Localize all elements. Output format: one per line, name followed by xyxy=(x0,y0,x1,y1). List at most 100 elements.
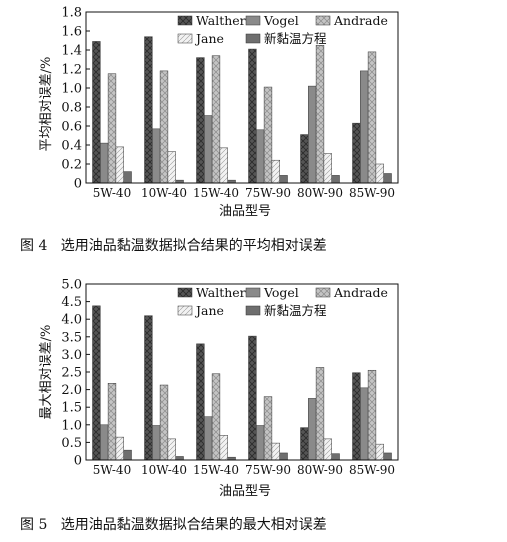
x-tick-label: 10W-40 xyxy=(141,463,187,477)
legend-label: Vogel xyxy=(263,13,299,28)
y-tick-label: 0.8 xyxy=(61,101,82,116)
legend-swatch xyxy=(245,33,261,44)
legend-label: Walther xyxy=(196,285,246,300)
bar-Andrade xyxy=(159,384,169,461)
legend-label: Jane xyxy=(194,31,224,46)
bar-Walther xyxy=(144,36,153,184)
y-axis-label: 最大相对误差/% xyxy=(39,325,54,420)
x-tick-label: 10W-40 xyxy=(141,186,187,200)
x-tick-label: 75W-90 xyxy=(245,186,291,200)
bar-Walther xyxy=(248,48,257,184)
bar-新黏温方程 xyxy=(123,449,132,461)
bar-Vogel xyxy=(360,387,369,461)
y-tick-label: 0.4 xyxy=(61,139,82,154)
legend-swatch xyxy=(177,15,193,26)
legend-swatch xyxy=(177,287,193,298)
y-tick-label: 5.0 xyxy=(61,278,82,293)
bar-Jane xyxy=(271,442,280,461)
x-axis-label: 油品型号 xyxy=(219,484,271,499)
bar-Jane xyxy=(167,151,176,184)
bar-新黏温方程 xyxy=(331,453,340,461)
legend: Walther Vogel Andrade Jane 新黏温方程 xyxy=(177,13,388,46)
bar-Jane xyxy=(219,147,228,184)
figure-caption: 图 5 选用油品黏温数据拟合结果的最大相对误差 xyxy=(20,517,327,533)
x-tick-label: 85W-90 xyxy=(349,186,395,200)
x-tick-label: 80W-90 xyxy=(297,186,343,200)
y-tick-label: 3.5 xyxy=(61,330,82,345)
bar-Walther xyxy=(300,134,309,184)
bar-Andrade xyxy=(211,55,221,184)
bar-Jane xyxy=(167,438,176,461)
bar-Andrade xyxy=(107,383,117,461)
x-tick-label: 15W-40 xyxy=(193,463,239,477)
bar-Walther xyxy=(352,372,361,461)
bar-新黏温方程 xyxy=(279,452,288,461)
x-tick-label: 75W-90 xyxy=(245,463,291,477)
bar-Jane xyxy=(271,159,280,184)
y-tick-label: 3.0 xyxy=(61,348,82,363)
maximum-error-chart: 0 0.5 1.0 1.5 2.0 2.5 3.0 3.5 4.0 4.5 5.0 5W-40 10W… xyxy=(20,278,399,533)
y-tick-label: 1.6 xyxy=(61,25,82,40)
y-ticks: 0 0.2 0.4 0.6 0.8 1.0 1.2 1.4 1.6 1.8 xyxy=(61,6,90,192)
bar-Andrade xyxy=(159,70,169,184)
x-tick-label: 5W-40 xyxy=(93,463,131,477)
bar-新黏温方程 xyxy=(383,173,392,184)
bar-新黏温方程 xyxy=(331,175,340,184)
legend: Walther Vogel Andrade Jane 新黏温方程 xyxy=(177,285,388,318)
bar-Walther xyxy=(92,41,101,184)
bar-Vogel xyxy=(204,115,213,184)
y-tick-label: 1.2 xyxy=(61,63,82,78)
bar-group xyxy=(92,36,392,184)
y-tick-label: 0 xyxy=(74,454,82,469)
legend-label: Jane xyxy=(194,303,224,318)
legend-swatch xyxy=(245,305,261,316)
legend-label: Walther xyxy=(196,13,246,28)
bar-Jane xyxy=(323,438,332,461)
legend-label: Andrade xyxy=(333,285,388,300)
x-axis-label: 油品型号 xyxy=(219,204,271,219)
legend-swatch xyxy=(315,15,331,26)
y-axis-label: 平均相对误差/% xyxy=(39,57,54,152)
y-tick-label: 1.0 xyxy=(61,418,82,433)
bar-新黏温方程 xyxy=(123,171,132,184)
bar-Andrade xyxy=(263,396,273,461)
bar-Andrade xyxy=(367,51,377,184)
bar-Jane xyxy=(219,435,228,461)
x-tick-label: 80W-90 xyxy=(297,463,343,477)
bar-Andrade xyxy=(263,86,273,184)
bar-Walther xyxy=(300,427,309,461)
bar-Andrade xyxy=(315,45,325,184)
y-tick-label: 1.5 xyxy=(61,401,82,416)
bar-Walther xyxy=(196,57,205,184)
bar-group xyxy=(92,305,392,461)
bar-Vogel xyxy=(308,85,317,184)
x-tick-label: 5W-40 xyxy=(93,186,131,200)
bar-Andrade xyxy=(107,73,117,184)
y-tick-label: 2.5 xyxy=(61,366,82,381)
bar-Vogel xyxy=(100,142,109,184)
legend-label: Vogel xyxy=(263,285,299,300)
bar-Jane xyxy=(323,153,332,184)
legend-label: 新黏温方程 xyxy=(264,303,327,318)
y-tick-label: 1.4 xyxy=(61,44,82,59)
bar-Walther xyxy=(92,305,101,461)
legend-swatch xyxy=(245,15,261,26)
bar-Vogel xyxy=(256,129,265,184)
bar-Walther xyxy=(196,343,205,461)
bar-Vogel xyxy=(152,425,161,461)
plot-frame xyxy=(85,11,399,184)
average-error-chart: 0 0.2 0.4 0.6 0.8 1.0 1.2 1.4 1.6 1.8 5W-40 10W-40… xyxy=(20,6,399,254)
bar-新黏温方程 xyxy=(279,175,288,184)
bar-Vogel xyxy=(204,416,213,461)
y-ticks: 0 0.5 1.0 1.5 2.0 2.5 3.0 3.5 4.0 4.5 5.0 xyxy=(61,278,90,469)
bar-Andrade xyxy=(211,373,221,461)
y-tick-label: 0 xyxy=(74,177,82,192)
bar-Walther xyxy=(352,122,361,184)
bar-Vogel xyxy=(360,70,369,184)
bar-Vogel xyxy=(100,424,109,461)
bar-新黏温方程 xyxy=(175,456,184,461)
x-ticks: 5W-40 10W-40 15W-40 75W-90 80W-90 85W-90 xyxy=(93,186,395,200)
legend-label: 新黏温方程 xyxy=(264,31,327,46)
y-tick-label: 1.8 xyxy=(61,6,82,21)
